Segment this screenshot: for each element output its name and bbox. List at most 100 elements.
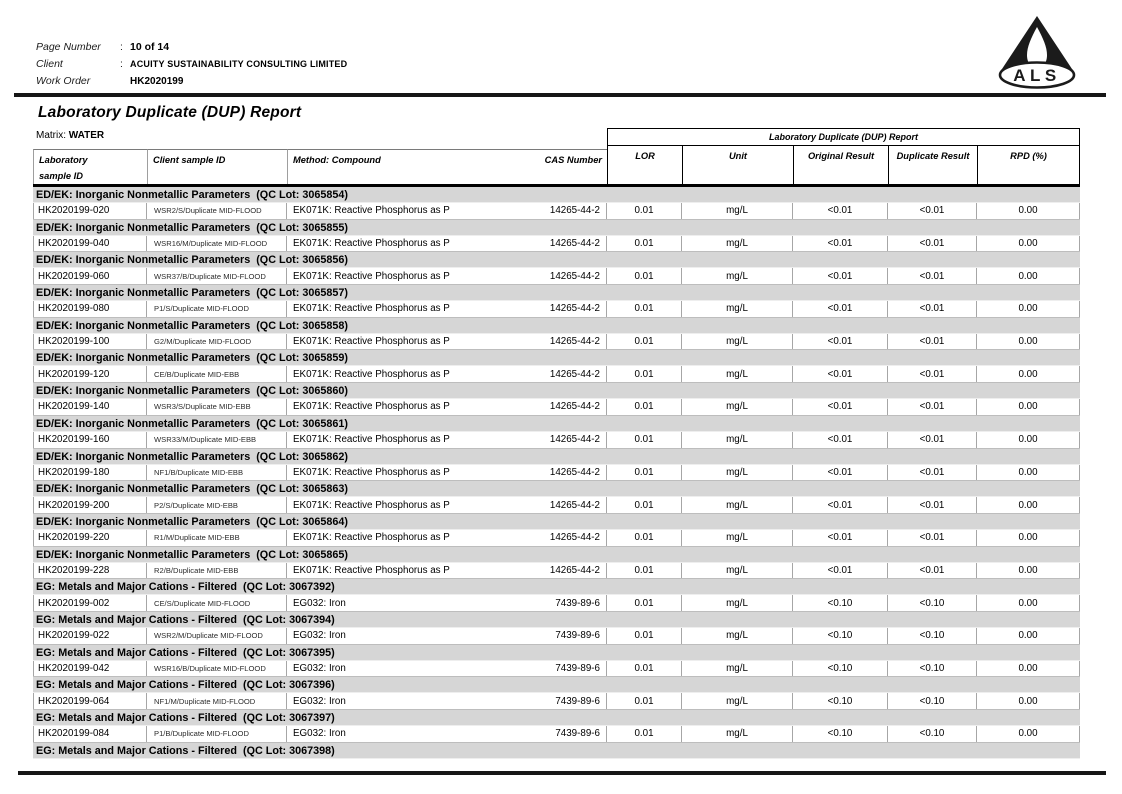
duplicate-result-cell: <0.01 <box>888 333 977 350</box>
group-header-row: EG: Metals and Major Cations - Filtered … <box>33 579 1080 596</box>
unit-cell: mg/L <box>682 693 793 709</box>
group-header-row: ED/EK: Inorganic Nonmetallic Parameters … <box>33 317 1080 334</box>
method-cas-cell: EK071K: Reactive Phosphorus as P 14265-44… <box>287 203 607 219</box>
rpd-cell: 0.00 <box>977 726 1080 742</box>
rpd-cell: 0.00 <box>977 301 1080 317</box>
original-result-cell: <0.01 <box>793 529 888 546</box>
lor-cell: 0.01 <box>607 464 682 481</box>
table-row: HK2020199-180 NF1/B/Duplicate MID-EBB EK07… <box>33 464 1080 482</box>
duplicate-result-cell: <0.01 <box>888 497 977 513</box>
lor-cell: 0.01 <box>607 301 682 317</box>
lor-cell: 0.01 <box>607 268 682 285</box>
page-number-value: 10 of 14 <box>130 41 170 53</box>
unit-cell: mg/L <box>682 268 793 285</box>
lor-cell: 0.01 <box>607 595 682 611</box>
client-sample-id-cell: WSR2/S/Duplicate MID-FLOOD <box>147 203 287 219</box>
client-sample-id-cell: NF1/M/Duplicate MID-FLOOD <box>147 693 287 709</box>
lor-cell: 0.01 <box>607 627 682 644</box>
method-cas-cell: EK071K: Reactive Phosphorus as P 14265-44… <box>287 333 607 350</box>
cas-number: 14265-44-2 <box>549 336 600 348</box>
unit-cell: mg/L <box>682 464 793 481</box>
method-cas-cell: EG032: Iron 7439-89-6 <box>287 627 607 644</box>
rpd-cell: 0.00 <box>977 562 1080 579</box>
lab-sample-id-cell: HK2020199-064 <box>33 693 147 709</box>
lor-cell: 0.01 <box>607 529 682 546</box>
group-header-row: ED/EK: Inorganic Nonmetallic Parameters … <box>33 187 1080 203</box>
client-sample-id-cell: P1/B/Duplicate MID-FLOOD <box>147 726 287 742</box>
logo-flame <box>1027 27 1047 68</box>
client-row: Client: ACUITY SUSTAINABILITY CONSULTING … <box>36 58 347 70</box>
original-result-cell: <0.10 <box>793 660 888 677</box>
rpd-cell: 0.00 <box>977 203 1080 219</box>
unit-cell: mg/L <box>682 203 793 219</box>
column-header-method: Method: Compound <box>293 155 381 165</box>
table-row: HK2020199-100 G2/M/Duplicate MID-FLOOD EK0… <box>33 333 1080 351</box>
duplicate-result-cell: <0.10 <box>888 595 977 611</box>
separator: : <box>120 41 123 53</box>
method-cas-cell: EK071K: Reactive Phosphorus as P 14265-44… <box>287 431 607 448</box>
method-compound: EK071K: Reactive Phosphorus as P <box>293 564 450 576</box>
method-compound: EK071K: Reactive Phosphorus as P <box>293 401 450 413</box>
original-result-cell: <0.01 <box>793 366 888 383</box>
group-header-row: EG: Metals and Major Cations - Filtered … <box>33 644 1080 661</box>
lab-sample-id-cell: HK2020199-120 <box>33 366 147 383</box>
cas-number: 14265-44-2 <box>549 466 600 478</box>
original-result-cell: <0.10 <box>793 595 888 611</box>
page-number-label: Page Number <box>36 41 101 53</box>
original-result-cell: <0.01 <box>793 464 888 481</box>
duplicate-result-cell: <0.01 <box>888 464 977 481</box>
table-row: HK2020199-002 CE/S/Duplicate MID-FLOOD EG0… <box>33 595 1080 612</box>
rpd-cell: 0.00 <box>977 595 1080 611</box>
original-result-cell: <0.10 <box>793 627 888 644</box>
unit-cell: mg/L <box>682 366 793 383</box>
original-result-cell: <0.10 <box>793 693 888 709</box>
lor-cell: 0.01 <box>607 562 682 579</box>
work-order-value: HK2020199 <box>130 76 184 87</box>
method-cas-cell: EK071K: Reactive Phosphorus as P 14265-44… <box>287 366 607 383</box>
table-row: HK2020199-040 WSR16/M/Duplicate MID-FLOOD… <box>33 235 1080 253</box>
group-header-row: EG: Metals and Major Cations - Filtered … <box>33 677 1080 694</box>
original-result-cell: <0.01 <box>793 399 888 415</box>
duplicate-result-cell: <0.10 <box>888 660 977 677</box>
method-cas-cell: EK071K: Reactive Phosphorus as P 14265-44… <box>287 399 607 415</box>
original-result-cell: <0.10 <box>793 726 888 742</box>
logo-text: ALS <box>1013 66 1061 85</box>
lab-sample-id-cell: HK2020199-060 <box>33 268 147 285</box>
lab-sample-id-cell: HK2020199-084 <box>33 726 147 742</box>
lab-sample-id-cell: HK2020199-200 <box>33 497 147 513</box>
lor-cell: 0.01 <box>607 366 682 383</box>
column-header-cas-number: CAS Number <box>544 155 602 165</box>
rpd-cell: 0.00 <box>977 464 1080 481</box>
lab-sample-id-cell: HK2020199-040 <box>33 235 147 252</box>
original-result-cell: <0.01 <box>793 268 888 285</box>
cas-number: 7439-89-6 <box>555 695 600 707</box>
table-row: HK2020199-220 R1/M/Duplicate MID-EBB EK071… <box>33 529 1080 547</box>
lab-sample-id-cell: HK2020199-228 <box>33 562 147 579</box>
duplicate-result-cell: <0.01 <box>888 529 977 546</box>
original-result-cell: <0.01 <box>793 431 888 448</box>
cas-number: 14265-44-2 <box>549 270 600 282</box>
table-row: HK2020199-064 NF1/M/Duplicate MID-FLOOD EG… <box>33 693 1080 710</box>
table-row: HK2020199-080 P1/S/Duplicate MID-FLOOD EK0… <box>33 301 1080 318</box>
rpd-cell: 0.00 <box>977 497 1080 513</box>
duplicate-result-cell: <0.10 <box>888 726 977 742</box>
duplicate-result-cell: <0.01 <box>888 562 977 579</box>
method-compound: EG032: Iron <box>293 630 346 642</box>
client-sample-id-cell: P2/S/Duplicate MID-EBB <box>147 497 287 513</box>
lab-sample-id-cell: HK2020199-140 <box>33 399 147 415</box>
unit-cell: mg/L <box>682 235 793 252</box>
client-sample-id-cell: WSR37/B/Duplicate MID-FLOOD <box>147 268 287 285</box>
method-cas-cell: EK071K: Reactive Phosphorus as P 14265-44… <box>287 301 607 317</box>
unit-cell: mg/L <box>682 301 793 317</box>
work-order-label: Work Order <box>36 75 91 87</box>
lor-cell: 0.01 <box>607 726 682 742</box>
cas-number: 14265-44-2 <box>549 238 600 250</box>
als-logo-icon: ALS <box>998 16 1076 89</box>
cas-number: 14265-44-2 <box>549 532 600 544</box>
group-header-row: ED/EK: Inorganic Nonmetallic Parameters … <box>33 415 1080 432</box>
lor-cell: 0.01 <box>607 235 682 252</box>
lab-sample-id-cell: HK2020199-180 <box>33 464 147 481</box>
cas-number: 14265-44-2 <box>549 303 600 315</box>
group-header-row: EG: Metals and Major Cations - Filtered … <box>33 710 1080 726</box>
